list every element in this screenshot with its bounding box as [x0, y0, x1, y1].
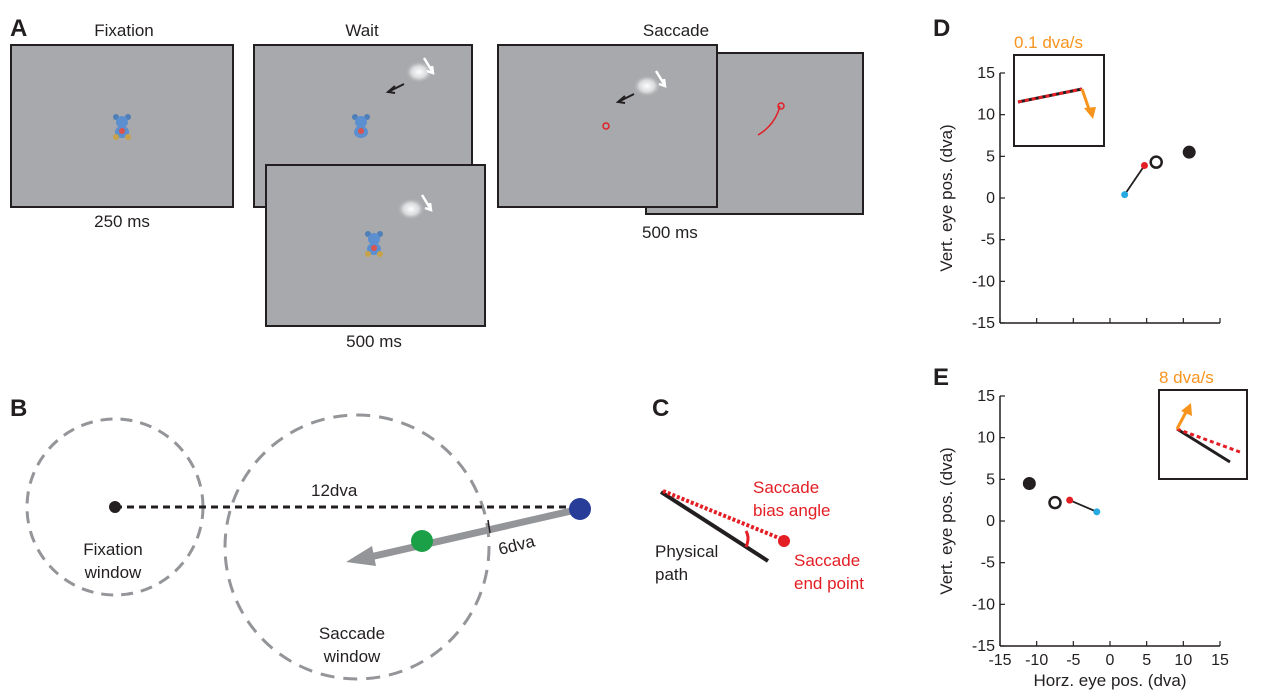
y-tick-label: 10 — [977, 430, 995, 447]
saccade-endpoint — [411, 530, 433, 552]
y-tick-label: 5 — [986, 148, 995, 165]
chart-e: 15 10 5 0 -5 -10 -15-15 -10 -5 0 5 10 15 Vert. eye po… — [937, 388, 1229, 690]
motion-stimulus — [405, 61, 433, 83]
y-tick-label: 5 — [986, 471, 995, 488]
y-tick-label: -15 — [972, 638, 995, 655]
filled-target-point — [1182, 145, 1196, 159]
y-tick-label: -10 — [972, 596, 995, 613]
x-tick-label: -5 — [1066, 652, 1080, 669]
saccade-target-marker — [602, 122, 610, 130]
y-tick-label: -5 — [981, 555, 995, 572]
saccade-line — [1123, 164, 1146, 196]
fixation-window-label-2: window — [84, 563, 142, 582]
saccade-start-point — [1121, 191, 1129, 199]
teddy-bear-icon — [113, 114, 131, 140]
saccade-line — [1069, 499, 1098, 513]
y-tick-label: 10 — [977, 107, 995, 124]
saccade-duration: 500 ms — [642, 223, 698, 242]
physical-path-line — [659, 490, 770, 563]
bias-label-2: bias angle — [753, 501, 831, 520]
saccade-path-line — [662, 489, 785, 542]
bias-angle-arc — [744, 530, 750, 548]
panel-e-letter: E — [933, 364, 949, 391]
teddy-bear-icon — [352, 114, 370, 138]
x-tick-label: 5 — [1142, 652, 1151, 669]
black-arrow-icon — [389, 83, 405, 92]
saccade-window-circle — [223, 413, 491, 681]
inset-d-label: 0.1 dva/s — [1014, 33, 1083, 52]
inset-velocity-arrow — [1175, 411, 1188, 430]
panel-a-letter: A — [10, 15, 27, 42]
saccade-end-point — [1140, 162, 1148, 169]
radius-label: 6dva — [496, 531, 537, 558]
white-arrow-icon — [422, 57, 434, 72]
saccade-window-label-1: Saccade — [319, 624, 385, 643]
open-target-point — [1149, 155, 1163, 169]
endpoint-label-2: end point — [794, 574, 864, 593]
black-arrow-icon — [619, 93, 635, 102]
saccade-end-point — [778, 535, 790, 547]
arrow-head — [346, 546, 376, 566]
wait-duration: 500 ms — [346, 332, 402, 351]
distance-label: 12dva — [311, 481, 358, 500]
y-tick-label: 0 — [986, 513, 995, 530]
motion-stimulus — [633, 75, 661, 97]
white-arrow-icon — [654, 70, 666, 85]
inset-e-label: 8 dva/s — [1159, 368, 1214, 387]
wait-title: Wait — [345, 21, 379, 40]
y-tick-label: 15 — [977, 388, 995, 405]
radius-arrow — [369, 505, 581, 561]
y-tick-label: -5 — [981, 232, 995, 249]
endpoint-label-1: Saccade — [794, 551, 860, 570]
x-tick-label: 0 — [1106, 652, 1115, 669]
saccade-title: Saccade — [643, 21, 709, 40]
y-tick-label: 15 — [977, 65, 995, 82]
inset-e — [1158, 389, 1248, 480]
y-axis-label: Vert. eye pos. (dva) — [937, 124, 956, 271]
panel-d-letter: D — [933, 15, 950, 42]
x-tick-label: -15 — [988, 652, 1011, 669]
x-tick-label: -10 — [1025, 652, 1048, 669]
y-tick-label: 0 — [986, 190, 995, 207]
panel-b-letter: B — [10, 395, 27, 422]
target-point — [569, 498, 591, 520]
path-label-1: Physical — [655, 542, 718, 561]
filled-target-point — [1022, 477, 1036, 490]
fixation-window-label-1: Fixation — [83, 540, 143, 559]
bias-label-1: Saccade — [753, 478, 819, 497]
saccade-screen-front — [497, 44, 718, 208]
path-label-2: path — [655, 565, 688, 584]
fixation-title: Fixation — [94, 21, 154, 40]
x-tick-label: 10 — [1174, 652, 1192, 669]
teddy-bear-icon — [365, 231, 383, 257]
saccade-end-point — [1066, 496, 1074, 504]
fixation-point — [109, 501, 121, 513]
chart-d: 15 10 5 0 -5 -10 -15 Vert. eye pos. (dva) — [937, 65, 1221, 332]
y-axis-label: Vert. eye pos. (dva) — [937, 447, 956, 594]
x-tick-label: 15 — [1211, 652, 1229, 669]
motion-stimulus — [397, 198, 425, 220]
fixation-duration: 250 ms — [94, 212, 150, 231]
saccade-window-label-2: window — [323, 647, 381, 666]
y-tick-label: -15 — [972, 315, 995, 332]
open-target-point — [1048, 495, 1062, 510]
y-tick-label: -10 — [972, 273, 995, 290]
x-axis-label: Horz. eye pos. (dva) — [1033, 671, 1186, 690]
panel-c-letter: C — [652, 395, 669, 422]
saccade-start-point — [1093, 508, 1101, 516]
white-arrow-icon — [420, 194, 432, 209]
